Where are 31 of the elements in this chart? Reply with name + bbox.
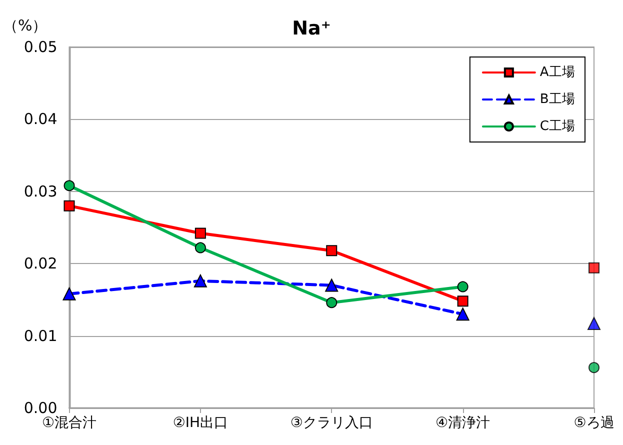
x-tick-label: ①混合汁	[42, 415, 97, 431]
point	[326, 245, 338, 256]
y-tick-label: 0.03	[24, 182, 58, 200]
x-tick-label: ②IH出口	[172, 415, 228, 431]
point	[64, 180, 75, 192]
point	[62, 287, 76, 300]
legend-label: A工場	[540, 65, 575, 80]
point	[194, 274, 207, 288]
y-tick-label: 0.00	[24, 399, 58, 417]
y-tick-label: 0.02	[24, 254, 58, 273]
point	[588, 317, 600, 330]
x-tick-label: ③クラリ入口	[290, 415, 373, 431]
point	[325, 278, 338, 292]
y-tick-label: 0.04	[24, 110, 58, 128]
y-tick-label: 0.01	[24, 326, 58, 345]
point	[588, 262, 600, 274]
x-tick-label: ④清浄汁	[436, 415, 490, 431]
point	[194, 228, 206, 239]
point	[457, 296, 468, 307]
y-axis-title: （%）	[2, 16, 48, 34]
x-tick-label: ⑤ろ過	[574, 415, 614, 431]
legend-label: C工場	[540, 119, 575, 134]
point	[326, 297, 338, 308]
point	[588, 362, 600, 374]
point	[64, 200, 75, 212]
point	[194, 242, 206, 254]
legend-label: B工場	[540, 92, 575, 107]
point	[456, 308, 470, 321]
chart-title: Na⁺	[292, 18, 331, 40]
point	[457, 281, 468, 292]
y-tick-label: 0.05	[24, 38, 58, 56]
